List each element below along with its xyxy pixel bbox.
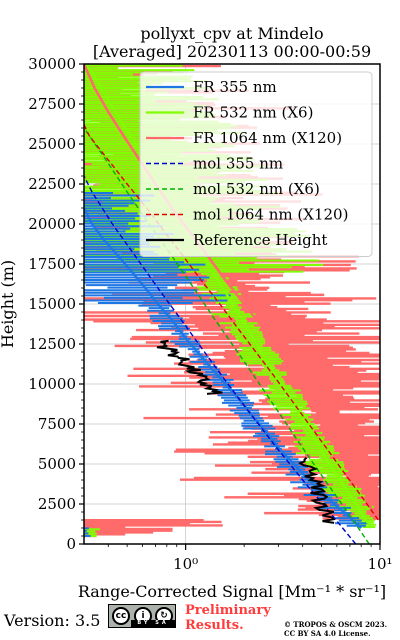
x-tick-label: 10⁰ bbox=[173, 555, 198, 573]
series-fr-355-nm bbox=[84, 207, 363, 529]
y-tick-label: 12500 bbox=[28, 335, 76, 353]
y-tick-label: 27500 bbox=[28, 95, 76, 113]
legend: FR 355 nm FR 532 nm (X6) FR 1064 nm (X120)… bbox=[139, 71, 373, 257]
legend-label: mol 532 nm (X6) bbox=[193, 180, 320, 198]
y-tick-label: 30000 bbox=[28, 55, 76, 73]
y-tick-label: 10000 bbox=[28, 375, 76, 393]
cc-license-badge[interactable]: cc i ↻ BY SA bbox=[108, 604, 176, 628]
version-label: Version: 3.5 bbox=[4, 611, 101, 630]
preliminary-line-2: Results. bbox=[185, 618, 244, 633]
y-tick-label: 2500 bbox=[38, 495, 76, 513]
legend-label: FR 1064 nm (X120) bbox=[193, 129, 342, 147]
y-tick-label: 20000 bbox=[28, 215, 76, 233]
cc-icon: cc bbox=[112, 607, 130, 625]
copyright-line-2: CC BY SA 4.0 License. bbox=[284, 629, 371, 638]
y-tick-label: 17500 bbox=[28, 255, 76, 273]
reference-height-lower bbox=[298, 456, 336, 524]
legend-label: FR 532 nm (X6) bbox=[193, 104, 313, 122]
x-axis-label: Range-Corrected Signal [Mm⁻¹ * sr⁻¹] bbox=[78, 582, 386, 601]
series-mol-1064-nm-x120 bbox=[84, 124, 379, 521]
x-tick-label: 10¹ bbox=[367, 555, 392, 573]
legend-label: mol 1064 nm (X120) bbox=[193, 206, 348, 224]
series-fr-1064-nm-x120 bbox=[84, 64, 377, 521]
copyright-line-1: © TROPOS & OSCM 2023. bbox=[284, 620, 388, 629]
y-axis-label: Height (m) bbox=[0, 260, 17, 348]
legend-label: mol 355 nm bbox=[193, 155, 283, 173]
series-mol-355-nm bbox=[84, 175, 357, 544]
series-lines bbox=[84, 64, 379, 544]
chart-subtitle: [Averaged] 20230113 00:00-00:59 bbox=[93, 42, 371, 61]
y-tick-label: 7500 bbox=[38, 415, 76, 433]
copyright-note: © TROPOS & OSCM 2023. CC BY SA 4.0 Licen… bbox=[284, 620, 387, 638]
y-tick-label: 22500 bbox=[28, 175, 76, 193]
y-tick-label: 0 bbox=[66, 535, 76, 553]
legend-label: FR 355 nm bbox=[193, 78, 277, 96]
preliminary-note: Preliminary Results. bbox=[185, 603, 271, 633]
y-tick-label: 25000 bbox=[28, 135, 76, 153]
legend-box bbox=[139, 71, 373, 257]
chart-title: pollyxt_cpv at Mindelo bbox=[140, 24, 323, 43]
license-strip: BY SA bbox=[131, 620, 175, 627]
preliminary-line-1: Preliminary bbox=[185, 603, 271, 618]
axis-ticks: 0 2500 5000 7500 10000 12500 15000 17500 20000 22… bbox=[28, 55, 392, 573]
y-tick-label: 5000 bbox=[38, 455, 76, 473]
series-fr-532-nm-x6 bbox=[84, 64, 373, 529]
y-tick-label: 15000 bbox=[28, 295, 76, 313]
series-mol-532-nm-x6 bbox=[84, 127, 370, 544]
legend-label: Reference Height bbox=[193, 231, 327, 249]
reference-height-upper bbox=[156, 339, 223, 395]
